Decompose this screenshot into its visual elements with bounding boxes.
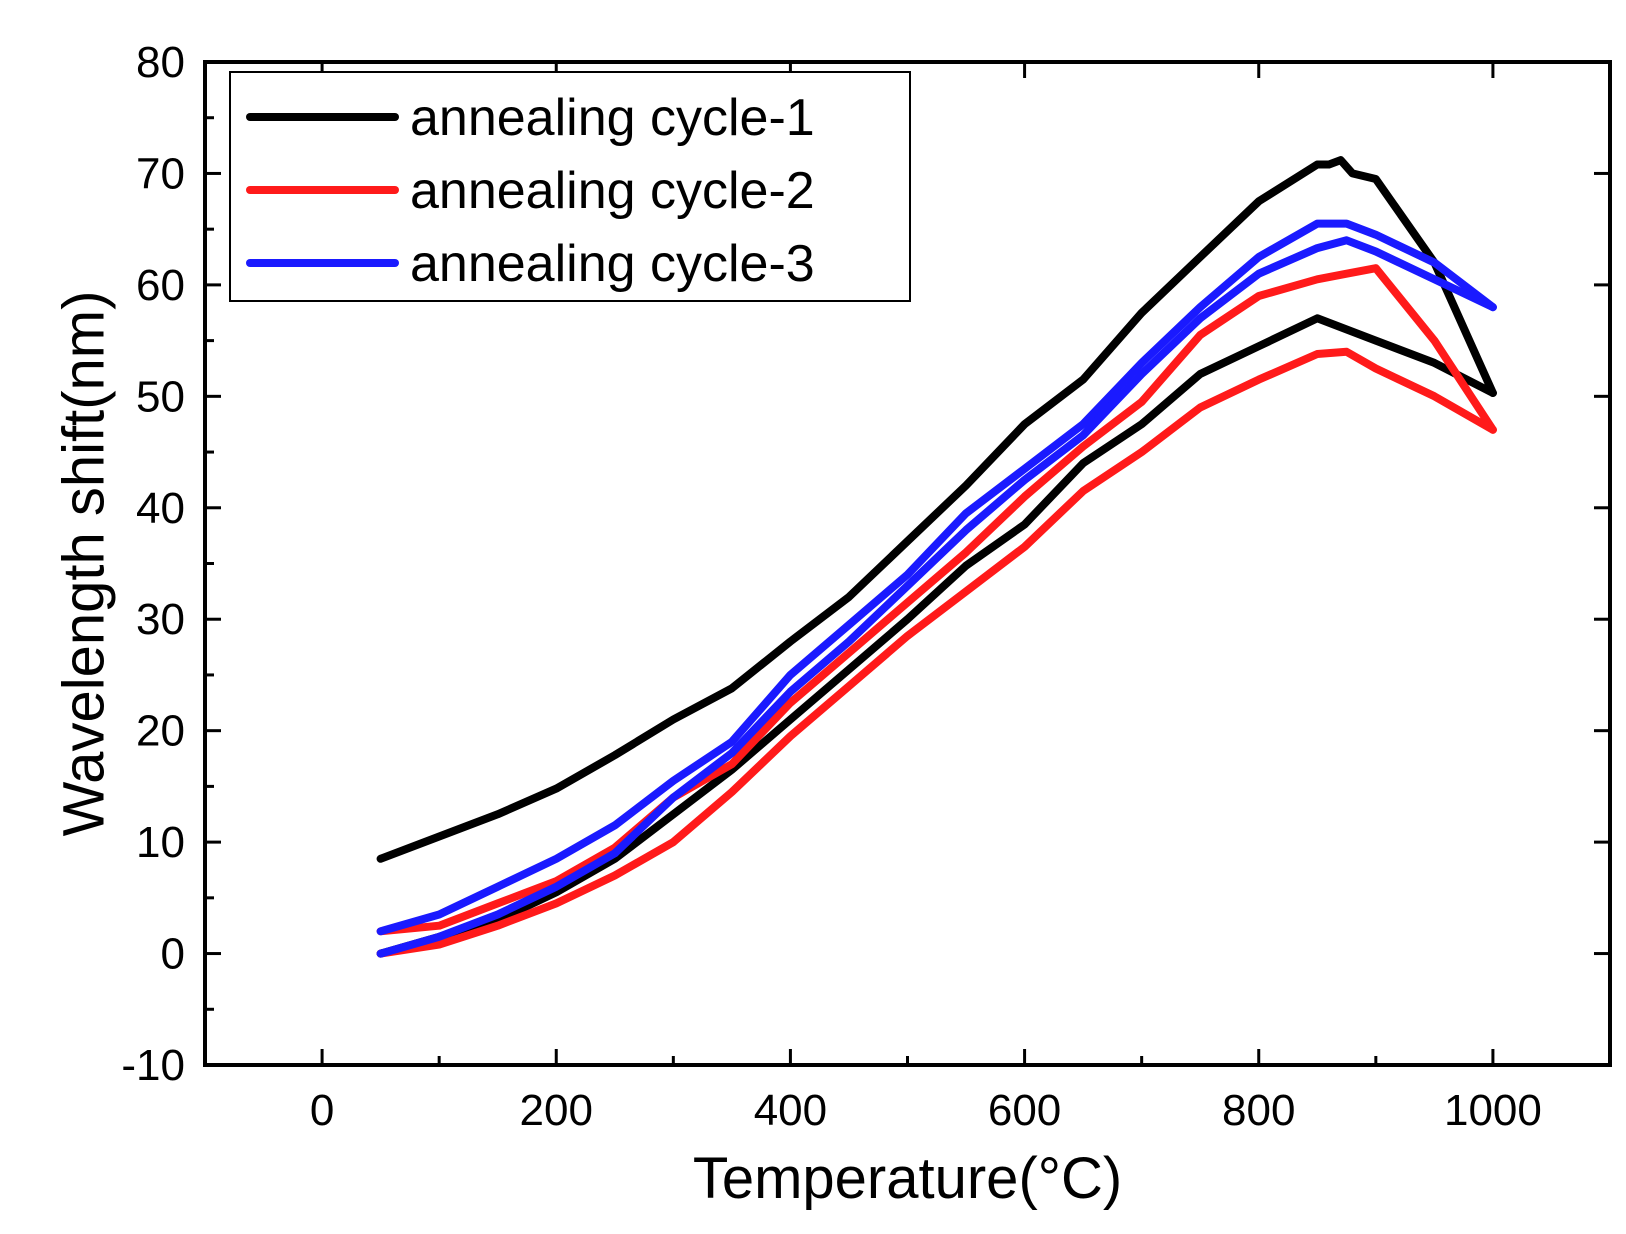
axis-ticks: 0 200 400 600 800 1000 -10 0 10 20 30 40 50 60 70 80 [121,38,1612,1135]
x-tick-label: 1000 [1444,1086,1542,1135]
series-annealing-cycle-3-cooling [376,236,1497,958]
series-layer [376,156,1497,958]
x-tick-label: 200 [520,1086,593,1135]
series-annealing-cycle-2-heating [376,264,1497,936]
y-tick-label: -10 [121,1041,185,1090]
y-tick-label: 20 [136,707,185,756]
y-tick-label: 30 [136,595,185,644]
series-annealing-cycle-1-heating [376,156,1497,863]
legend-label: annealing cycle-1 [410,89,815,147]
y-tick-label: 70 [136,149,185,198]
series-annealing-cycle-1-cooling [376,314,1497,958]
x-tick-label: 0 [310,1086,334,1135]
series-annealing-cycle-2-cooling [376,347,1497,958]
y-tick-label: 60 [136,261,185,310]
legend: annealing cycle-1 annealing cycle-2 anneal… [229,71,911,302]
legend-label: annealing cycle-3 [410,235,815,293]
x-tick-label: 600 [988,1086,1061,1135]
y-tick-label: 0 [161,930,185,979]
legend-label: annealing cycle-2 [410,162,815,220]
y-tick-label: 80 [136,38,185,87]
x-tick-label: 400 [754,1086,827,1135]
series-annealing-cycle-3-heating [376,219,1497,936]
y-axis-title: Wavelength shift(nm) [51,291,116,837]
y-tick-label: 50 [136,372,185,421]
x-axis-title: Temperature(°C) [693,1146,1122,1211]
y-tick-label: 40 [136,484,185,533]
x-tick-label: 800 [1222,1086,1295,1135]
y-tick-label: 10 [136,818,185,867]
